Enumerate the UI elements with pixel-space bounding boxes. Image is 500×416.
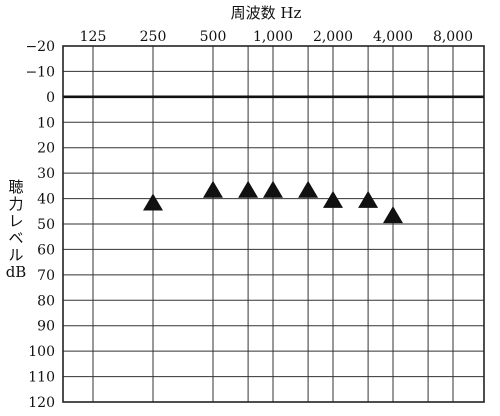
y-tick-label: 100	[28, 344, 55, 360]
x-tick-label: 125	[80, 29, 107, 45]
x-tick-label: 2,000	[313, 29, 353, 45]
y-axis-label-part: ベ	[8, 229, 23, 247]
x-tick-label: 250	[140, 29, 167, 45]
y-tick-label: −10	[25, 64, 55, 80]
x-tick-label: 1,000	[253, 29, 293, 45]
y-tick-label: 70	[37, 268, 55, 284]
y-axis-label-part: 力	[8, 195, 23, 213]
y-tick-label: 0	[46, 90, 55, 106]
y-tick-label: 90	[37, 319, 55, 335]
triangle-marker	[358, 190, 379, 208]
y-tick-label: −20	[25, 39, 55, 55]
y-axis-label-part: 聴	[8, 178, 23, 196]
triangle-marker	[238, 180, 259, 198]
y-tick-labels: −20 −10 0 10 20 30 40 50 60 70 80 90 100 110 120	[25, 39, 55, 411]
y-tick-label: 50	[37, 217, 55, 233]
triangle-marker	[323, 190, 343, 208]
y-tick-label: 30	[37, 166, 55, 182]
y-tick-label: 110	[28, 370, 55, 386]
y-tick-label: 80	[37, 293, 55, 309]
y-tick-label: 120	[28, 395, 55, 411]
triangle-marker	[203, 180, 223, 198]
y-tick-label: 20	[37, 141, 55, 157]
x-tick-label: 8,000	[433, 29, 473, 45]
y-tick-label: 40	[37, 192, 55, 208]
triangle-marker	[298, 180, 319, 198]
triangle-marker	[143, 193, 163, 211]
y-tick-label: 60	[37, 242, 55, 258]
plot-frame	[62, 45, 485, 403]
x-tick-label: 4,000	[373, 29, 413, 45]
data-markers	[143, 180, 403, 224]
y-axis-label-part: ル	[8, 246, 23, 264]
y-tick-label: 10	[37, 115, 55, 131]
grid-lines	[63, 45, 484, 403]
chart-title: 周波数 Hz	[231, 4, 302, 22]
x-tick-label: 500	[200, 29, 227, 45]
y-axis-label-part: dB	[6, 263, 27, 281]
x-tick-labels: 125 250 500 1,000 2,000 4,000 8,000	[80, 29, 473, 45]
triangle-marker	[383, 206, 403, 224]
y-axis-label-part: レ	[8, 212, 23, 230]
triangle-marker	[263, 180, 283, 198]
